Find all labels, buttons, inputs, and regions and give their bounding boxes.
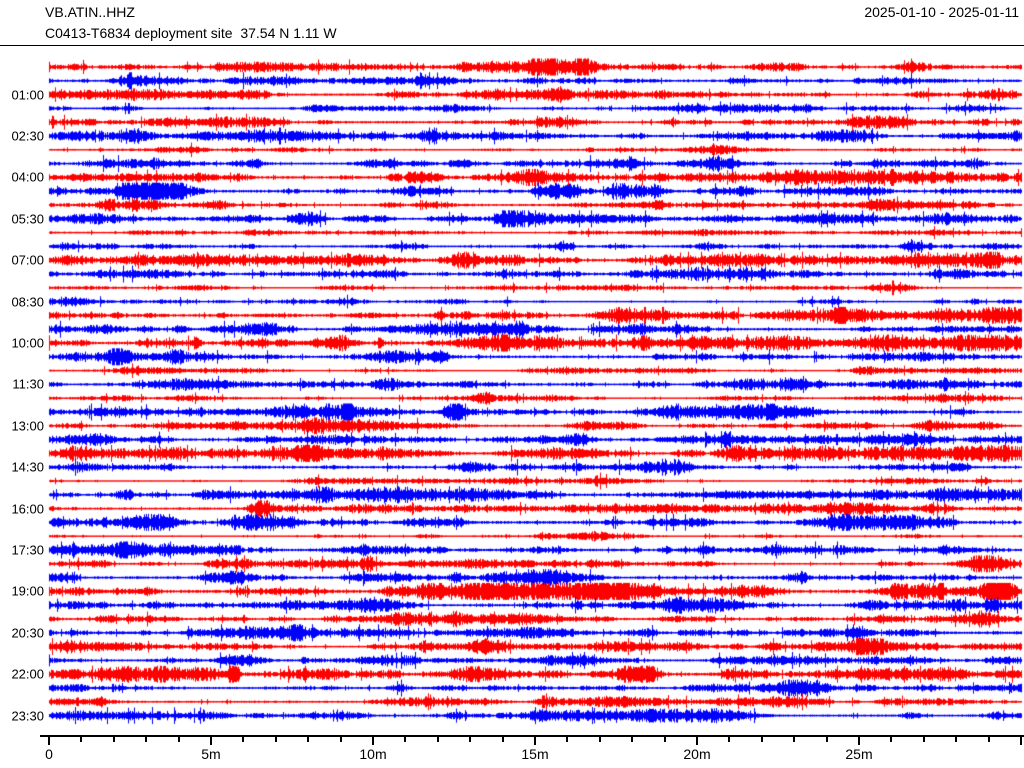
x-tick-minor	[825, 737, 828, 742]
x-tick-minor	[955, 737, 958, 742]
x-tick-minor	[80, 737, 83, 742]
x-tick-minor	[793, 737, 796, 742]
time-label: 11:30	[12, 376, 44, 392]
x-axis-line	[40, 735, 1024, 737]
time-label: 22:00	[11, 666, 44, 682]
x-tick-minor	[469, 737, 472, 742]
time-label: 23:30	[11, 708, 44, 724]
x-tick-minor	[566, 737, 569, 742]
time-label: 17:30	[11, 542, 44, 558]
x-tick-minor	[177, 737, 180, 742]
date-range: 2025-01-10 - 2025-01-11	[864, 4, 1019, 20]
time-label: 13:00	[11, 418, 44, 434]
x-tick-minor	[987, 737, 990, 742]
x-tick-label: 0	[45, 746, 53, 762]
x-tick-minor	[404, 737, 407, 742]
time-label: 01:00	[11, 87, 44, 103]
x-tick-major	[534, 737, 536, 745]
time-label: 10:00	[11, 335, 44, 351]
x-tick-minor	[307, 737, 310, 742]
x-tick-minor	[598, 737, 601, 742]
x-tick-major	[210, 737, 212, 745]
x-tick-minor	[242, 737, 245, 742]
x-tick-label: 20m	[683, 746, 711, 762]
time-label: 07:00	[11, 252, 44, 268]
station-code: VB.ATIN..HHZ	[45, 4, 135, 20]
x-tick-major	[1020, 737, 1022, 745]
x-tick-major	[372, 737, 374, 745]
x-tick-major	[48, 737, 50, 745]
x-tick-minor	[339, 737, 342, 742]
x-tick-minor	[890, 737, 893, 742]
x-tick-minor	[728, 737, 731, 742]
time-label: 16:00	[11, 501, 44, 517]
x-tick-label: 5m	[201, 746, 221, 762]
x-tick-major	[858, 737, 860, 745]
x-tick-label: 15m	[521, 746, 549, 762]
time-label: 08:30	[11, 294, 44, 310]
x-tick-minor	[760, 737, 763, 742]
time-label: 19:00	[11, 583, 44, 599]
header-divider	[0, 45, 1024, 46]
deployment-subtitle: C0413-T6834 deployment site 37.54 N 1.11…	[45, 25, 337, 41]
time-label: 14:30	[11, 459, 44, 475]
x-tick-minor	[274, 737, 277, 742]
time-label: 05:30	[11, 211, 44, 227]
x-tick-major	[696, 737, 698, 745]
x-tick-label: 10m	[359, 746, 387, 762]
x-tick-minor	[112, 737, 115, 742]
x-tick-minor	[631, 737, 634, 742]
x-tick-label: 25m	[845, 746, 873, 762]
x-tick-minor	[922, 737, 925, 742]
x-tick-minor	[145, 737, 148, 742]
time-label: 04:00	[11, 169, 44, 185]
x-tick-minor	[436, 737, 439, 742]
time-label: 02:30	[11, 128, 44, 144]
x-tick-minor	[501, 737, 504, 742]
x-tick-minor	[663, 737, 666, 742]
time-label: 20:30	[11, 625, 44, 641]
